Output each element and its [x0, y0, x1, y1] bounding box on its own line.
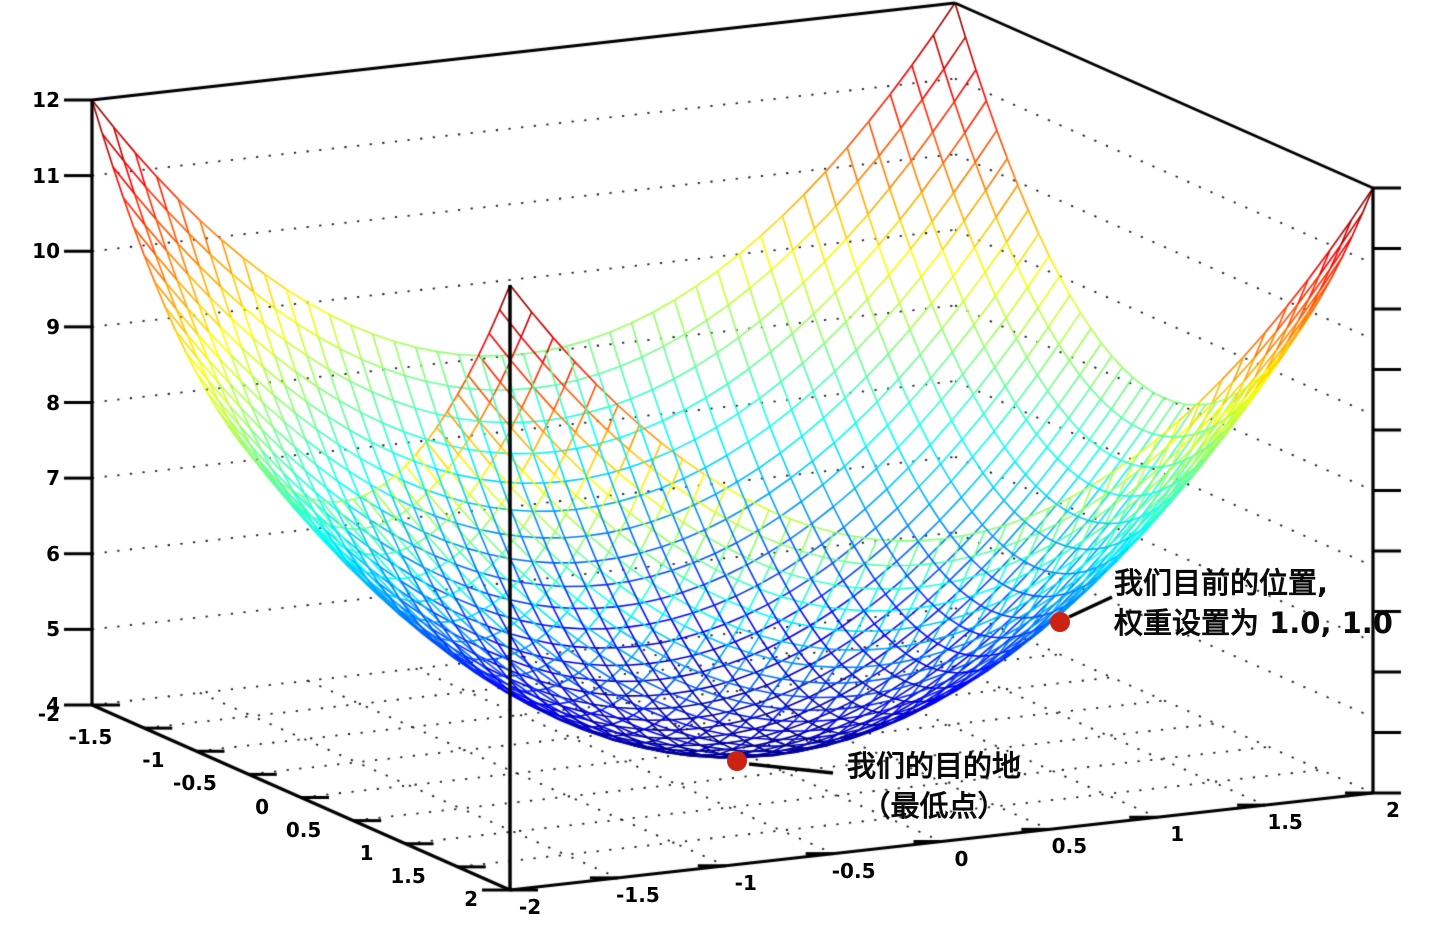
- annotation-destination-line1: 我们的目的地: [846, 749, 1021, 783]
- annotation-current-line1: 我们目前的位置,: [1114, 566, 1329, 600]
- x-axis-tick-label: 2: [464, 887, 478, 911]
- z-axis-tick-label: 7: [46, 466, 60, 491]
- y-axis-tick-label: 0: [954, 846, 969, 871]
- z-axis-tick-label: 10: [32, 239, 60, 264]
- x-axis-tick-label: 1: [359, 840, 374, 865]
- x-axis-tick-label: -1: [142, 748, 165, 773]
- x-axis-tick-label: -0.5: [173, 771, 217, 796]
- current-position-dot: [1049, 611, 1070, 632]
- z-axis-tick-label: 4: [46, 693, 60, 717]
- x-axis-tick-label: 1.5: [390, 863, 426, 888]
- destination-dot: [726, 751, 747, 771]
- z-axis-tick-label: 11: [32, 163, 60, 188]
- y-axis-tick-label: -0.5: [831, 858, 876, 883]
- annotation-destination-line2: （最低点）: [861, 789, 1007, 823]
- y-axis-tick-label: -1.5: [616, 882, 660, 907]
- z-axis-tick-label: 9: [46, 314, 60, 339]
- y-axis-tick-label: -1: [734, 870, 757, 895]
- y-axis-tick-label: 2: [1386, 798, 1400, 822]
- z-axis-tick-label: 5: [46, 617, 60, 642]
- annotation-current-line2: 权重设置为 1.0, 1.0: [1114, 606, 1393, 640]
- x-axis-tick-label: -2: [37, 702, 60, 726]
- y-axis-tick-label: 1: [1170, 822, 1185, 847]
- y-axis-tick-label: 1.5: [1267, 810, 1303, 835]
- z-axis-tick-label: 6: [46, 541, 60, 566]
- annotation-destination: 我们的目的地 （最低点）: [818, 746, 1050, 826]
- x-axis-tick-label: 0: [255, 794, 269, 819]
- z-axis-tick-label: 12: [32, 88, 60, 112]
- x-axis-tick-label: -1.5: [68, 725, 113, 750]
- y-axis-tick-label: 0.5: [1051, 834, 1088, 859]
- annotation-current-position: 我们目前的位置, 权重设置为 1.0, 1.0: [1114, 563, 1393, 643]
- z-axis-tick-label: 8: [46, 390, 60, 415]
- y-axis-tick-label: -2: [518, 895, 542, 919]
- x-axis-tick-label: 0.5: [285, 817, 322, 842]
